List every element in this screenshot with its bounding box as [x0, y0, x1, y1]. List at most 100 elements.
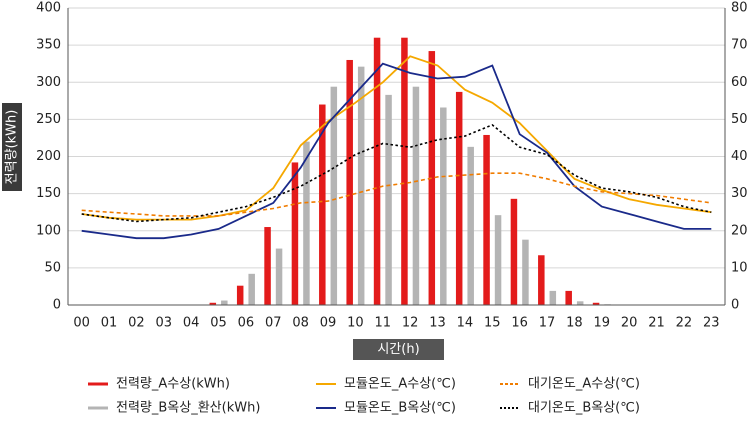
x-tick-label: 18 [566, 316, 583, 331]
legend-label: 대기온도_A수상(℃) [528, 377, 640, 392]
line-series-0 [81, 55, 712, 221]
bar-b-18 [576, 301, 584, 305]
y-tick-label: 400 [36, 1, 61, 16]
y2-tick-label: 20 [731, 223, 748, 238]
x-tick-label: 20 [621, 316, 638, 331]
x-tick-label: 15 [484, 316, 501, 331]
x-tick-label: 22 [676, 316, 693, 331]
y2-tick-label: 40 [731, 149, 748, 164]
x-tick-label: 06 [238, 316, 255, 331]
legend-item: 대기온도_B옥상(℃) [500, 401, 640, 416]
legend-item: 대기온도_A수상(℃) [500, 377, 640, 392]
x-axis-ticks: 00 01 02 03 04 05 06 07 08 09 10 11 12 13 14 15 16 17 18 19… [73, 316, 719, 331]
x-tick-label: 13 [429, 316, 446, 331]
y-axis-label: 전력량(kWh) [5, 110, 20, 185]
bar-b-15 [494, 215, 502, 305]
bar-b-11 [385, 94, 392, 305]
x-tick-label: 05 [210, 316, 227, 331]
y-tick-label: 250 [36, 112, 61, 127]
bar-a-12 [401, 37, 408, 305]
y2-tick-label: 80 [731, 1, 748, 16]
x-tick-label: 02 [128, 316, 145, 331]
y-tick-label: 300 [36, 75, 61, 90]
axes [67, 8, 726, 306]
x-tick-label: 14 [457, 316, 474, 331]
line-series-1 [81, 62, 712, 240]
x-tick-label: 01 [101, 316, 118, 331]
x-tick-label: 16 [511, 316, 528, 331]
x-tick-label: 21 [648, 316, 665, 331]
bar-a-18 [565, 290, 572, 305]
x-tick-label: 08 [292, 316, 309, 331]
gridlines [68, 7, 725, 306]
line-series-2 [81, 172, 712, 217]
bar-a-16 [510, 198, 518, 305]
y2-tick-label: 10 [731, 260, 748, 275]
y2-tick-label: 70 [731, 38, 748, 53]
x-axis-label: 시간(h) [377, 342, 419, 357]
legend-label: 전력량_B옥상_환산(kWh) [116, 401, 260, 416]
y-tick-label: 150 [36, 186, 61, 201]
legend-item: 모듈온도_B옥상(℃) [316, 401, 456, 416]
y-tick-label: 100 [36, 223, 61, 238]
bar-b-14 [467, 146, 474, 305]
bar-a-06 [236, 285, 244, 305]
bar-a-08 [291, 162, 299, 305]
bar-a-07 [264, 227, 271, 305]
bar-b-17 [549, 290, 557, 305]
legend-label: 대기온도_B옥상(℃) [528, 401, 640, 416]
x-tick-label: 10 [347, 316, 364, 331]
y-tick-label: 350 [36, 38, 61, 53]
line-series-3 [81, 123, 712, 223]
y-tick-label: 0 [53, 298, 61, 313]
x-tick-label: 23 [703, 316, 720, 331]
legend-item: 전력량_B옥상_환산(kWh) [88, 401, 260, 416]
bar-a-19 [592, 302, 600, 305]
bar-b-16 [522, 239, 529, 305]
y-tick-label: 200 [36, 149, 61, 164]
y-tick-label: 50 [44, 260, 61, 275]
bar-b-10 [357, 66, 365, 305]
bar-a-15 [483, 134, 490, 305]
x-tick-label: 00 [73, 316, 90, 331]
y2-tick-label: 0 [731, 298, 739, 313]
bar-b-12 [412, 86, 420, 305]
bar-series [209, 37, 611, 306]
x-tick-label: 19 [594, 316, 611, 331]
y2-tick-label: 60 [731, 75, 748, 90]
x-axis-title: 시간(h) [353, 339, 444, 360]
bar-b-13 [440, 107, 447, 306]
y-axis-title: 전력량(kWh) [2, 103, 22, 191]
x-tick-label: 03 [156, 316, 173, 331]
x-tick-label: 17 [539, 316, 556, 331]
y2-tick-label: 50 [731, 112, 748, 127]
bar-b-09 [330, 86, 338, 305]
line-series [81, 55, 712, 240]
legend-item: 전력량_A수상(kWh) [88, 377, 230, 392]
legend: 전력량_A수상(kWh) 모듈온도_A수상(℃) 대기온도_A수상(℃) 전력량_B옥… [88, 377, 640, 416]
bar-b-06 [248, 273, 255, 305]
bar-a-10 [346, 59, 353, 305]
bar-a-11 [373, 37, 381, 305]
bar-a-14 [455, 91, 463, 305]
y-axis-ticks: 0 50 100 150 200 250 300 350 400 [36, 1, 61, 313]
legend-label: 모듈온도_B옥상(℃) [344, 401, 456, 416]
x-tick-label: 09 [320, 316, 337, 331]
x-tick-label: 12 [402, 316, 419, 331]
bar-a-05 [209, 302, 217, 305]
y2-tick-label: 30 [731, 186, 748, 201]
bar-b-05 [221, 300, 228, 305]
x-tick-label: 11 [375, 316, 392, 331]
legend-item: 모듈온도_A수상(℃) [316, 377, 456, 392]
bar-a-13 [428, 51, 436, 305]
x-tick-label: 07 [265, 316, 282, 331]
legend-label: 모듈온도_A수상(℃) [344, 377, 456, 392]
y2-axis-ticks: 0 10 20 30 40 50 60 70 80 [731, 1, 748, 313]
bar-a-17 [538, 255, 545, 305]
legend-label: 전력량_A수상(kWh) [116, 377, 230, 392]
x-tick-label: 04 [183, 316, 200, 331]
bar-a-09 [319, 104, 326, 306]
bar-b-07 [275, 248, 283, 305]
bar-b-08 [303, 141, 310, 305]
